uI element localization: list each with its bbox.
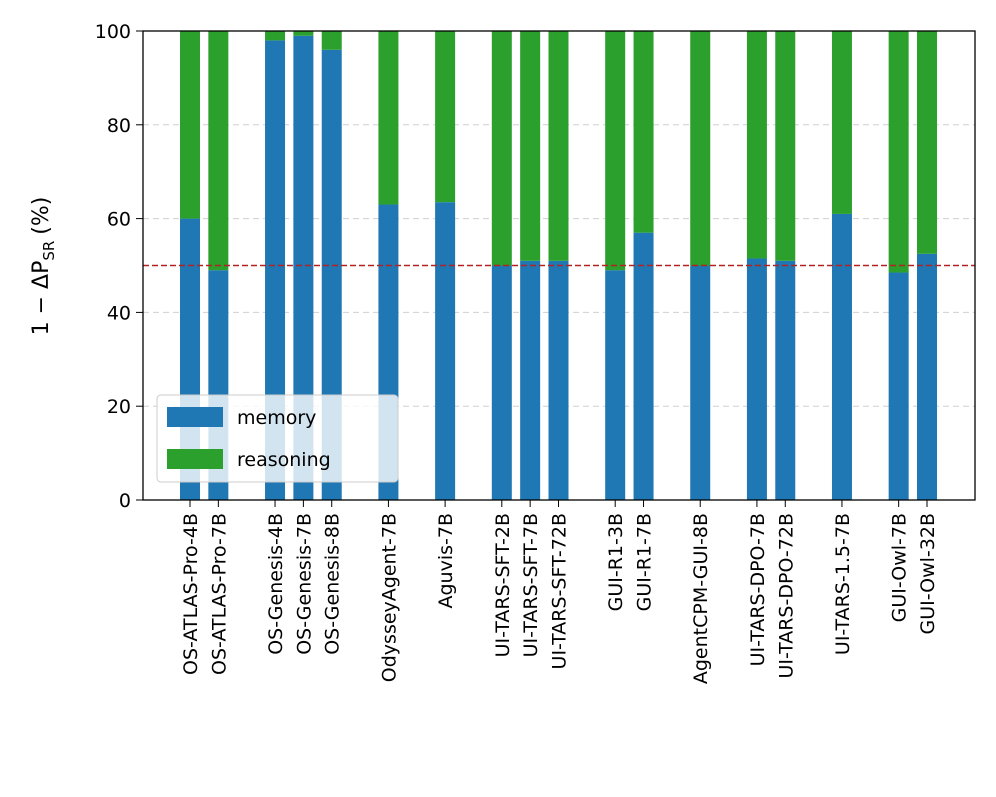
y-tick-label: 0 xyxy=(119,490,131,512)
bar-segment xyxy=(293,31,314,36)
y-axis-label: 1 − ΔPSR (%) xyxy=(29,197,58,336)
bar-segment xyxy=(435,31,456,203)
x-tick-label: GUI-R1-7B xyxy=(634,513,656,611)
x-tick-label: GUI-R1-3B xyxy=(605,513,627,611)
bar-segment xyxy=(888,31,909,273)
legend-label: reasoning xyxy=(237,449,331,471)
bar-segment xyxy=(917,253,937,500)
bar-segment xyxy=(180,31,200,219)
bar-segment xyxy=(746,31,767,259)
x-tick-label: Aguvis-7B xyxy=(435,513,457,609)
x-tick-label: OS-Genesis-7B xyxy=(293,513,315,655)
x-tick-label: UI-TARS-SFT-7B xyxy=(520,513,542,657)
x-tick-label: OdysseyAgent-7B xyxy=(378,513,400,682)
bar-segment xyxy=(831,213,852,500)
y-tick-label: 20 xyxy=(107,396,131,418)
y-tick-label: 80 xyxy=(107,115,131,137)
y-label-main: 1 − ΔP xyxy=(29,261,54,336)
y-label-sub: SR xyxy=(40,241,58,261)
x-tick-label: UI-TARS-1.5-7B xyxy=(832,513,854,655)
bar-segment xyxy=(690,31,711,266)
x-tick-label: UI-TARS-DPO-72B xyxy=(775,513,797,679)
legend-swatch xyxy=(167,407,223,427)
y-tick-label: 60 xyxy=(107,209,131,231)
x-tick-label: UI-TARS-DPO-7B xyxy=(747,513,769,666)
bar-segment xyxy=(605,31,626,271)
bar-segment xyxy=(293,35,314,500)
bar-segment xyxy=(633,232,654,501)
bar-segment xyxy=(321,49,342,500)
bar-segment xyxy=(435,202,456,500)
x-tick-label: UI-TARS-SFT-2B xyxy=(492,513,514,657)
x-tick-label: GUI-Owl-32B xyxy=(917,513,939,634)
y-tick-label: 100 xyxy=(95,21,131,43)
bar-segment xyxy=(917,31,937,254)
bar-segment xyxy=(605,270,626,500)
bar-segment xyxy=(208,31,229,271)
legend-swatch xyxy=(167,449,223,469)
bar-segment xyxy=(746,258,767,500)
bar-segment xyxy=(633,31,654,233)
plot-frame xyxy=(142,30,976,501)
bar-segment xyxy=(265,40,286,500)
bar-segment xyxy=(775,31,796,261)
bar-segment xyxy=(690,265,711,500)
bar-segment xyxy=(775,260,796,500)
bar-segment xyxy=(520,31,541,261)
bar-segment xyxy=(888,272,909,500)
bar-segment xyxy=(548,260,569,500)
bar-segment xyxy=(321,31,342,50)
x-tick-label: UI-TARS-SFT-72B xyxy=(549,513,571,669)
bar-segment xyxy=(265,31,286,41)
y-label-unit: (%) xyxy=(29,197,54,235)
bar-segment xyxy=(491,31,512,266)
legend: memory reasoning xyxy=(156,394,399,483)
y-tick-label: 40 xyxy=(107,302,131,324)
x-tick-label: OS-Genesis-4B xyxy=(265,513,287,655)
x-tick-label: AgentCPM-GUI-8B xyxy=(690,513,712,684)
x-tick-label: OS-ATLAS-Pro-4B xyxy=(180,513,202,675)
bar-segment xyxy=(520,260,541,500)
x-tick-label: GUI-Owl-7B xyxy=(889,513,911,622)
bar-segment xyxy=(378,31,399,205)
bar-segment xyxy=(831,31,852,214)
legend-label: memory xyxy=(237,407,316,429)
bar-segment xyxy=(491,265,512,500)
bar-segment xyxy=(548,31,569,261)
x-tick-label: OS-Genesis-8B xyxy=(322,513,344,655)
x-tick-label: OS-ATLAS-Pro-7B xyxy=(208,513,230,675)
